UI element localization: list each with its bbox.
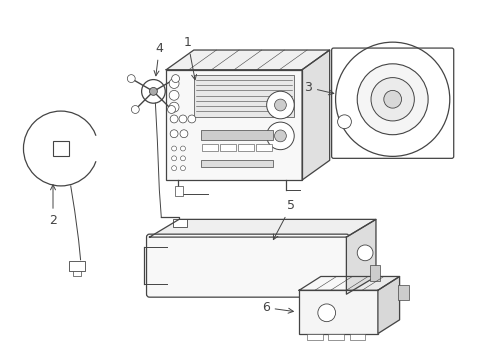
Circle shape: [357, 245, 372, 261]
Bar: [175, 186, 183, 196]
Circle shape: [170, 115, 178, 123]
Circle shape: [23, 111, 98, 186]
Bar: [219, 144, 235, 151]
Circle shape: [170, 130, 178, 138]
Circle shape: [180, 156, 185, 161]
Text: 1: 1: [183, 36, 196, 80]
Bar: [53, 141, 69, 156]
Circle shape: [180, 130, 187, 138]
Circle shape: [317, 304, 335, 321]
Text: 6: 6: [261, 301, 293, 314]
Bar: [255, 144, 271, 151]
Circle shape: [335, 42, 449, 156]
Circle shape: [274, 130, 286, 142]
Text: 3: 3: [304, 81, 333, 95]
Bar: [69, 261, 84, 271]
Circle shape: [383, 90, 401, 108]
Bar: [173, 219, 186, 227]
Circle shape: [169, 90, 179, 100]
Circle shape: [127, 75, 135, 82]
Bar: [299, 290, 377, 334]
Circle shape: [266, 91, 294, 119]
Text: 4: 4: [154, 41, 163, 76]
Bar: [349, 334, 365, 341]
Bar: [397, 285, 408, 300]
Circle shape: [337, 115, 351, 129]
Polygon shape: [377, 276, 399, 334]
Polygon shape: [299, 276, 399, 290]
Circle shape: [169, 102, 179, 112]
Circle shape: [149, 87, 157, 95]
Text: 5: 5: [273, 199, 295, 240]
Text: 2: 2: [49, 185, 57, 227]
FancyBboxPatch shape: [146, 234, 348, 297]
Circle shape: [357, 64, 427, 135]
Bar: [200, 160, 272, 167]
Circle shape: [266, 122, 294, 150]
Circle shape: [187, 115, 195, 123]
Polygon shape: [302, 50, 329, 180]
Circle shape: [180, 146, 185, 151]
Circle shape: [274, 99, 286, 111]
Circle shape: [171, 75, 179, 82]
Bar: [73, 271, 81, 275]
Circle shape: [171, 146, 176, 151]
Circle shape: [171, 166, 176, 171]
Circle shape: [179, 115, 186, 123]
Bar: [200, 130, 272, 140]
Polygon shape: [166, 50, 329, 70]
Bar: [327, 334, 344, 341]
Circle shape: [180, 166, 185, 171]
Bar: [237, 144, 253, 151]
Bar: [201, 144, 217, 151]
Bar: [306, 334, 322, 341]
Circle shape: [167, 105, 175, 113]
Circle shape: [171, 156, 176, 161]
Bar: [193, 75, 294, 117]
Bar: [369, 265, 379, 281]
Circle shape: [169, 78, 179, 89]
Circle shape: [131, 105, 139, 113]
Polygon shape: [149, 219, 375, 237]
Polygon shape: [346, 219, 375, 294]
Bar: [166, 70, 302, 180]
Circle shape: [142, 80, 165, 103]
Circle shape: [370, 78, 413, 121]
